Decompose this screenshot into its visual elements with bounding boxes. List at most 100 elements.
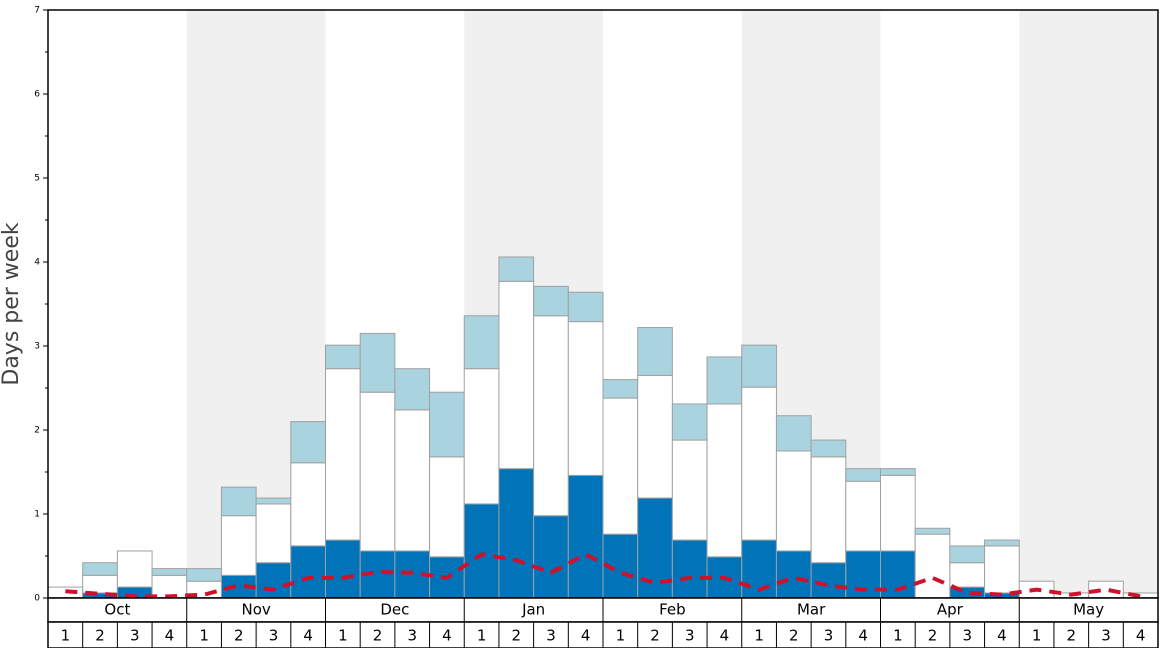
x-tick-label: 4 [303,627,313,645]
x-tick-label: 1 [616,627,626,645]
bar-segment [845,480,881,552]
bar-segment [325,539,361,599]
bar-segment [914,527,951,535]
x-tick-label: 4 [858,627,868,645]
bar-segment [429,391,465,458]
x-tick-label: 3 [962,627,972,645]
bar-segment [984,539,1020,547]
x-tick-label: 3 [685,627,695,645]
x-tick-label: 3 [546,627,556,645]
x-tick-label: 1 [477,627,487,645]
bar-segment [533,285,569,317]
month-label: Jan [521,601,545,619]
bar-segment [671,439,708,541]
bar-segment [949,562,986,588]
x-tick-label: 1 [754,627,764,645]
bar-segment [82,574,118,594]
bar-segment [810,562,847,599]
bar-segment [290,545,326,599]
x-tick-label: 4 [720,627,730,645]
bar-segment [220,515,257,576]
bar-segment [671,403,708,441]
x-tick-label: 3 [269,627,279,645]
y-tick-label: 5 [34,174,40,184]
bar-segment [359,332,396,393]
x-tick-label: 1 [1032,627,1042,645]
y-axis-label: Days per week [0,222,24,385]
bar-segment [880,474,916,552]
bar-segment [637,374,673,499]
bar-segment [602,397,639,535]
bar-segment [533,515,569,599]
bar-segment [325,368,361,541]
bar-segment [498,468,535,599]
y-tick-label: 7 [34,6,40,16]
bar-segment [463,368,500,505]
x-tick-label: 2 [650,627,660,645]
bar-segment [567,474,604,599]
bar-segment [567,291,604,323]
bar-segment [741,386,777,541]
y-tick-label: 6 [34,90,40,100]
bar-segment [810,439,847,458]
bar-segment [498,280,535,470]
bar-segment [186,568,222,582]
x-tick-label: 2 [95,627,105,645]
x-tick-label: 2 [928,627,938,645]
x-tick-label: 3 [407,627,417,645]
x-tick-label: 4 [165,627,175,645]
month-label: Apr [937,601,964,619]
bar-segment [463,315,500,370]
bar-segment [637,327,673,376]
bar-segment [741,344,777,388]
bar-segment [394,409,431,552]
month-label: Dec [380,601,409,619]
x-tick-label: 2 [1067,627,1077,645]
bar-segment [325,344,361,370]
month-label: Nov [241,601,270,619]
bar-segment [706,356,743,405]
line-layer [65,552,1142,599]
bar-segment [602,379,639,399]
bar-segment [775,450,812,552]
trend-line [65,552,1142,599]
bar-segment [880,468,916,476]
y-tick-label: 3 [34,342,40,352]
bar-segment [775,550,812,599]
x-tick-label: 1 [338,627,348,645]
x-tick-label: 3 [824,627,834,645]
x-tick-label: 4 [997,627,1007,645]
bar-segment [116,550,153,588]
bar-segment [290,462,326,547]
month-label: Feb [659,601,686,619]
x-tick-label: 3 [130,627,140,645]
bar-segment [290,421,326,464]
y-tick-label: 4 [34,258,40,268]
bar-segment [151,568,188,576]
x-tick-label: 2 [789,627,799,645]
bar-segment [775,415,812,452]
bar-segment [914,533,951,599]
y-tick-label: 1 [34,510,40,520]
bar-segment [255,503,292,564]
bar-segment [845,468,881,482]
month-band [1019,10,1158,598]
x-tick-label: 4 [581,627,591,645]
bar-segment [220,486,257,517]
x-tick-label: 2 [373,627,383,645]
x-tick-label: 2 [512,627,522,645]
bar-segment [359,391,396,552]
x-tick-label: 1 [199,627,209,645]
x-tick-label: 2 [234,627,244,645]
x-tick-label: 1 [893,627,903,645]
x-tick-label: 3 [1101,627,1111,645]
month-label: May [1073,601,1104,619]
y-tick-label: 0 [34,594,40,604]
y-tick-label: 2 [34,426,40,436]
bar-segment [567,321,604,476]
bar-segment [984,545,1020,594]
axes: 0 1 2 3 4 5 6 7 Oct Nov Dec Jan Feb Mar Apr May 1 2 3 4 1 2 3 4… [34,6,1159,648]
bar-segment [498,256,535,282]
bar-segment [255,562,292,599]
